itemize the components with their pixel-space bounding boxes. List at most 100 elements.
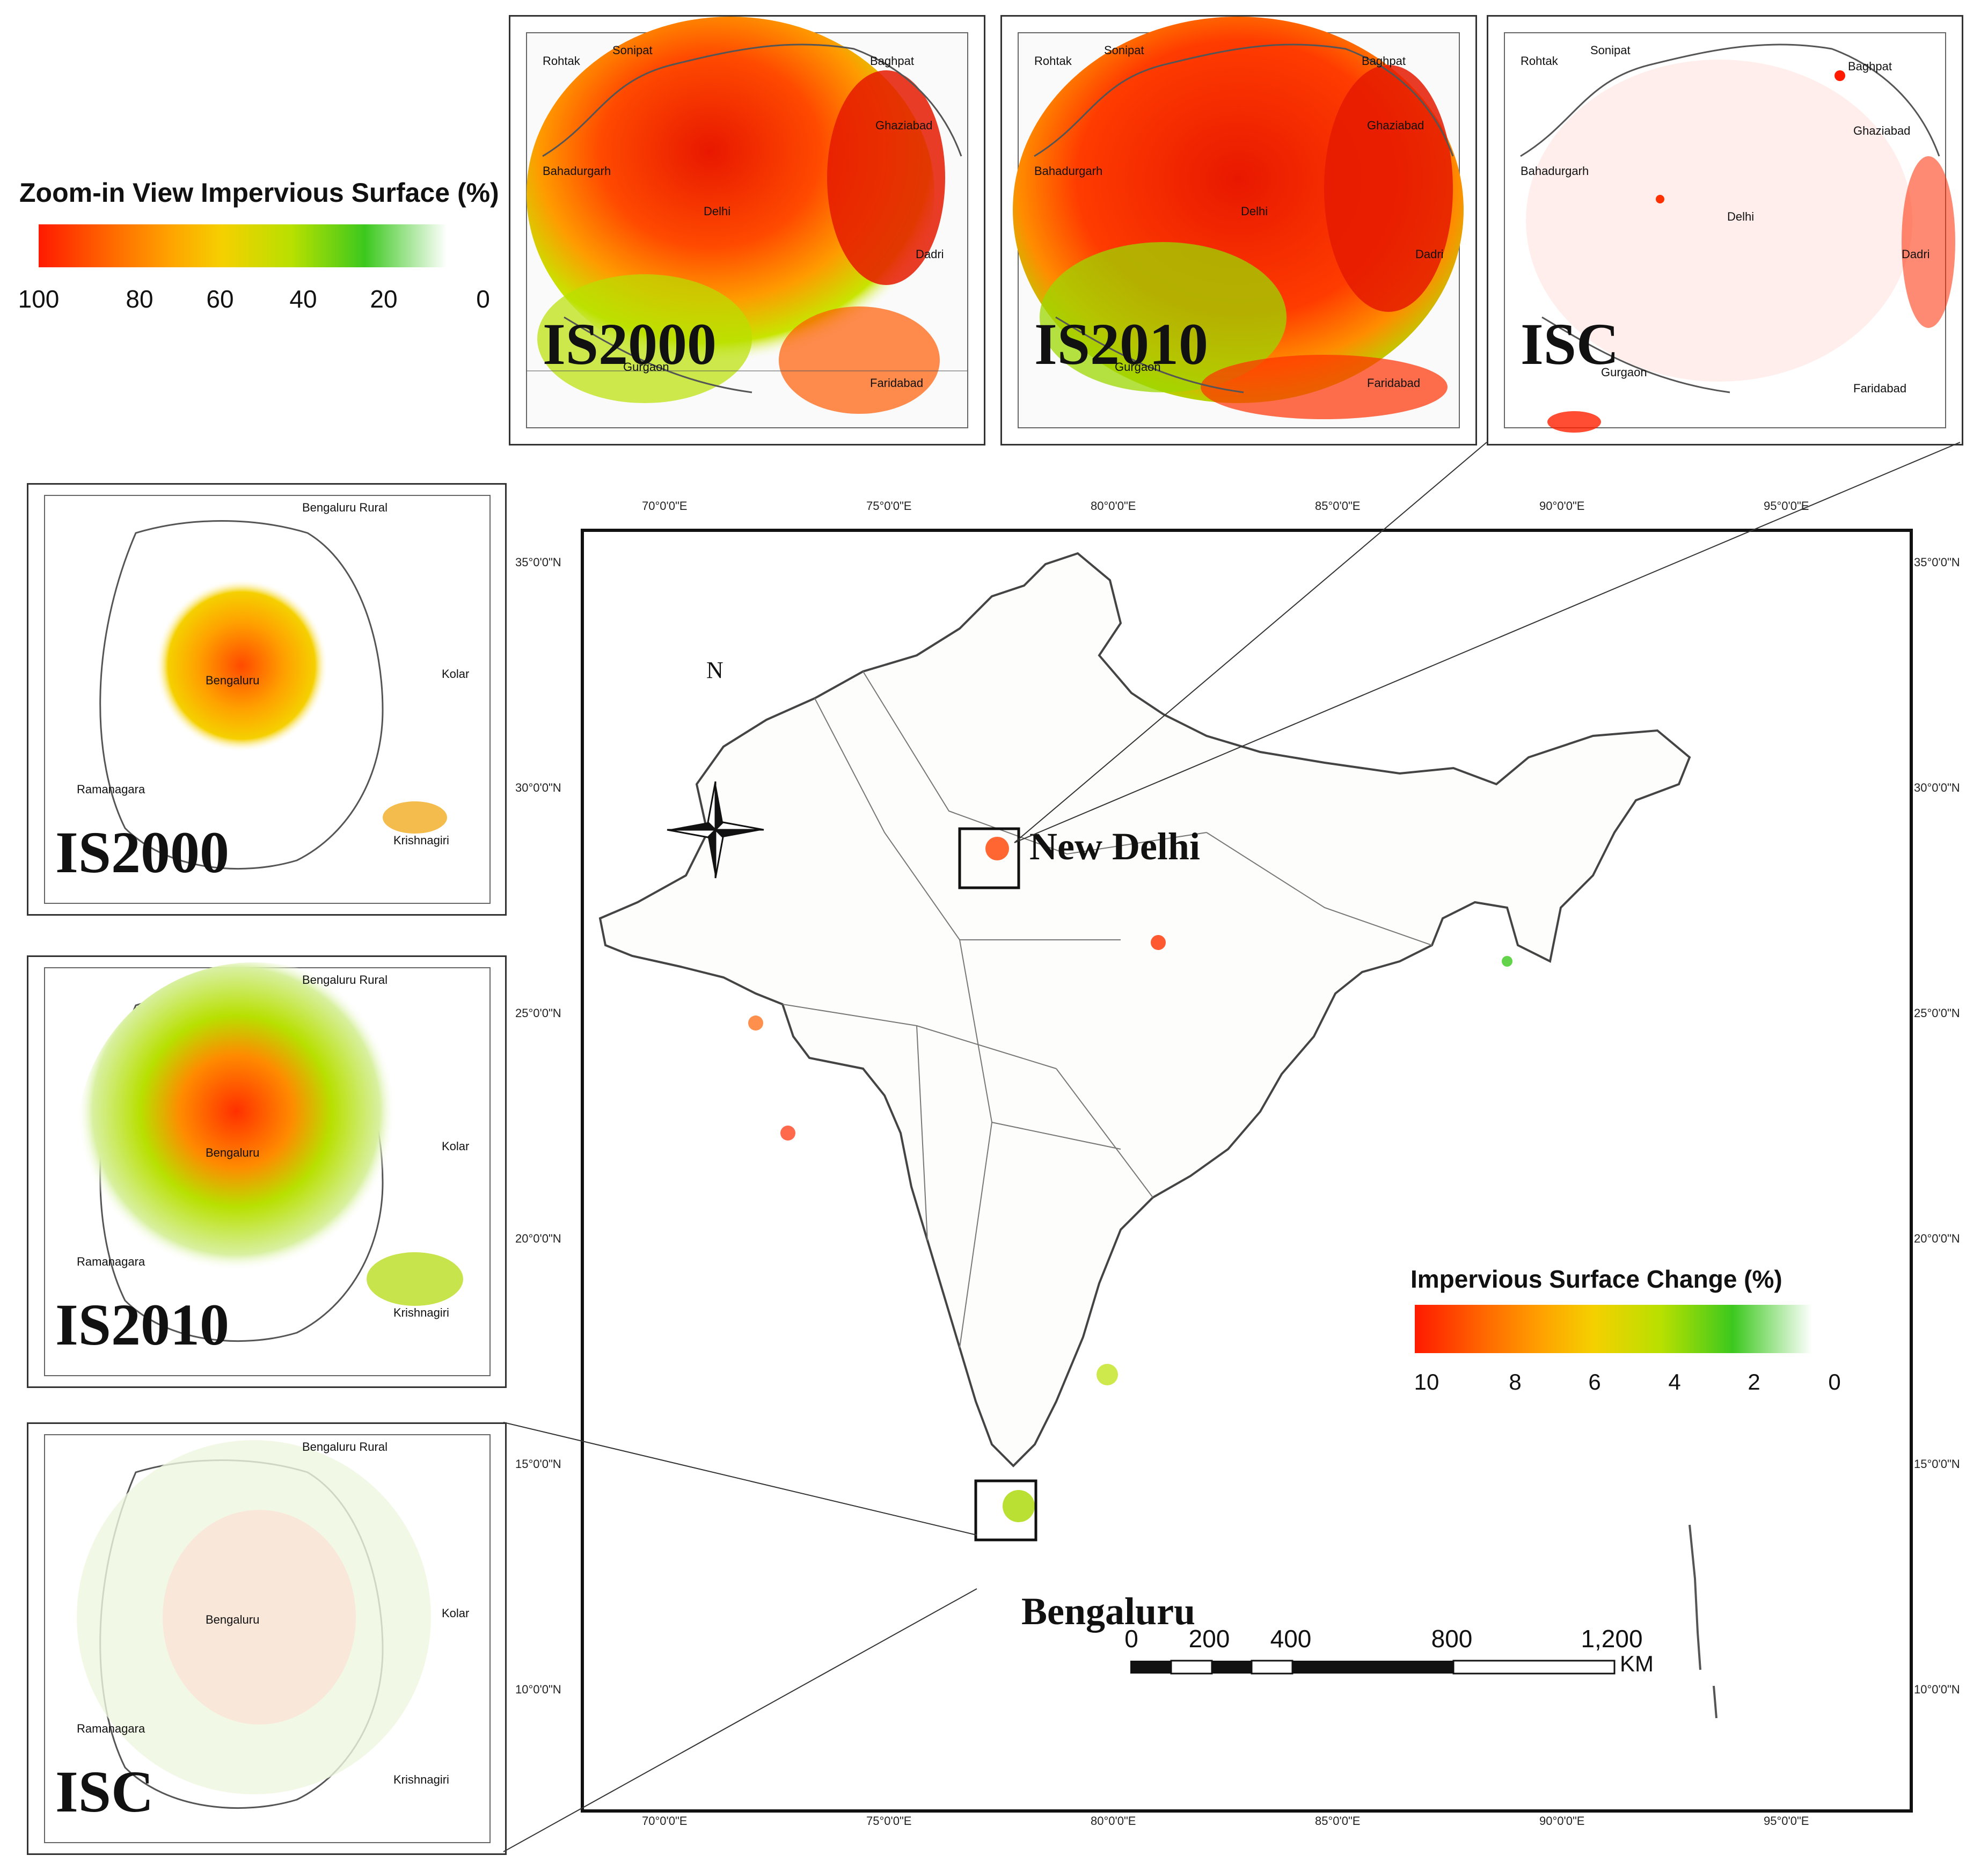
lon-label-bottom: 80°0'0"E — [1091, 1814, 1136, 1828]
zoom-legend-tick: 20 — [370, 285, 398, 313]
place-bengaluru: Bengaluru — [206, 1613, 260, 1626]
place-bengaluru: Bengaluru — [206, 674, 260, 687]
place-bahadurgarh: Bahadurgarh — [1034, 164, 1103, 178]
place-dadri: Dadri — [916, 247, 944, 261]
lon-label-top: 75°0'0"E — [866, 499, 912, 513]
lat-label-right: 20°0'0"N — [1914, 1232, 1960, 1245]
lat-label-right: 15°0'0"N — [1914, 1457, 1960, 1471]
scale-tick: 200 — [1188, 1625, 1230, 1653]
scale-tick: 800 — [1431, 1625, 1473, 1653]
city-label-bengaluru: Bengaluru — [1021, 1590, 1196, 1633]
north-arrow-icon — [667, 781, 764, 879]
lon-label-bottom: 90°0'0"E — [1539, 1814, 1585, 1828]
scale-unit: KM — [1620, 1651, 1654, 1676]
place-rohtak: Rohtak — [1034, 54, 1072, 68]
place-gurgaon: Gurgaon — [623, 360, 669, 374]
place-gurgaon: Gurgaon — [1601, 366, 1647, 379]
place-ghaziabad: Ghaziabad — [1853, 124, 1911, 137]
delhi-panel-is2000: Rohtak Sonipat Baghpat Ghaziabad Bahadur… — [509, 15, 985, 445]
bengaluru-panel-is2010: Bengaluru Rural Kolar Bengaluru Ramanaga… — [27, 955, 507, 1388]
place-faridabad: Faridabad — [1853, 382, 1907, 395]
place-ramanagara: Ramanagara — [77, 1722, 145, 1735]
lon-label-top: 80°0'0"E — [1091, 499, 1136, 513]
place-bengaluru-rural: Bengaluru Rural — [302, 1440, 388, 1453]
zoom-legend-tick: 40 — [289, 285, 317, 313]
place-rohtak: Rohtak — [1521, 54, 1558, 68]
change-legend-tick: 2 — [1748, 1369, 1760, 1394]
lat-label-right: 35°0'0"N — [1914, 556, 1960, 569]
panel-label: ISC — [1521, 311, 1619, 377]
panel-label: IS2000 — [543, 311, 717, 377]
place-delhi: Delhi — [1727, 210, 1755, 223]
lat-label-left: 10°0'0"N — [515, 1683, 561, 1696]
bengaluru-isc-map — [44, 1434, 491, 1843]
delhi-is2000-map — [526, 17, 968, 428]
north-label: N — [706, 657, 723, 683]
main-map-frame: N New Delhi Bengaluru Impervious Surface… — [581, 529, 1913, 1813]
scale-tick: 1,200 — [1581, 1625, 1643, 1653]
lon-label-top: 70°0'0"E — [642, 499, 688, 513]
change-legend-tick: 6 — [1588, 1369, 1601, 1394]
place-bengaluru-rural: Bengaluru Rural — [302, 973, 388, 987]
place-bahadurgarh: Bahadurgarh — [543, 164, 611, 178]
lon-label-bottom: 85°0'0"E — [1315, 1814, 1361, 1828]
zoom-legend-tick: 0 — [476, 285, 490, 313]
place-faridabad: Faridabad — [870, 376, 924, 390]
city-label-new-delhi: New Delhi — [1029, 825, 1200, 868]
lon-label-top: 95°0'0"E — [1764, 499, 1809, 513]
place-delhi: Delhi — [1241, 204, 1268, 218]
place-bengaluru-rural: Bengaluru Rural — [302, 501, 388, 514]
bengaluru-is2010-map — [44, 962, 491, 1376]
delhi-panel-isc: Rohtak Sonipat Baghpat Ghaziabad Bahadur… — [1487, 15, 1963, 445]
place-ramanagara: Ramanagara — [77, 783, 145, 796]
lon-label-top: 85°0'0"E — [1315, 499, 1361, 513]
place-bengaluru: Bengaluru — [206, 1146, 260, 1159]
lon-label-top: 90°0'0"E — [1539, 499, 1585, 513]
place-sonipat: Sonipat — [1590, 43, 1631, 57]
bengaluru-is2000-map — [44, 495, 491, 904]
lon-label-bottom: 70°0'0"E — [642, 1814, 688, 1828]
place-rohtak: Rohtak — [543, 54, 580, 68]
delhi-panel-is2010: Rohtak Sonipat Baghpat Ghaziabad Bahadur… — [1000, 15, 1477, 445]
delhi-is2010-map — [1013, 17, 1464, 428]
place-dadri: Dadri — [1415, 247, 1444, 261]
change-legend-tick: 0 — [1828, 1369, 1841, 1394]
zoom-legend-title: Zoom-in View Impervious Surface (%) — [19, 178, 499, 208]
panel-label: IS2010 — [1034, 311, 1208, 377]
place-gurgaon: Gurgaon — [1115, 360, 1161, 374]
bengaluru-panel-is2000: Bengaluru Rural Kolar Bengaluru Ramanaga… — [27, 483, 507, 916]
panel-label: ISC — [55, 1759, 154, 1824]
place-faridabad: Faridabad — [1367, 376, 1421, 390]
place-baghpat: Baghpat — [1362, 54, 1406, 68]
lat-label-right: 10°0'0"N — [1914, 1683, 1960, 1696]
place-ghaziabad: Ghaziabad — [875, 119, 933, 132]
india-map — [598, 552, 1717, 1719]
lon-label-bottom: 95°0'0"E — [1764, 1814, 1809, 1828]
change-legend-colorbar — [1415, 1305, 1812, 1353]
lat-label-left: 15°0'0"N — [515, 1457, 561, 1471]
delhi-isc-map — [1504, 32, 1955, 433]
zoom-legend-tick: 100 — [18, 285, 60, 313]
place-bahadurgarh: Bahadurgarh — [1521, 164, 1589, 178]
place-kolar: Kolar — [442, 1606, 470, 1620]
place-kolar: Kolar — [442, 667, 470, 681]
bengaluru-panel-isc: Bengaluru Rural Kolar Bengaluru Ramanaga… — [27, 1422, 507, 1855]
place-kolar: Kolar — [442, 1139, 470, 1153]
scale-tick: 0 — [1124, 1625, 1138, 1653]
lat-label-right: 25°0'0"N — [1914, 1006, 1960, 1020]
place-krishnagiri: Krishnagiri — [393, 1773, 449, 1786]
change-legend-tick: 10 — [1414, 1369, 1439, 1394]
place-ramanagara: Ramanagara — [77, 1255, 145, 1268]
lat-label-left: 30°0'0"N — [515, 781, 561, 794]
place-sonipat: Sonipat — [612, 43, 653, 57]
place-krishnagiri: Krishnagiri — [393, 834, 449, 847]
lon-label-bottom: 75°0'0"E — [866, 1814, 912, 1828]
change-legend-tick: 4 — [1668, 1369, 1681, 1394]
place-sonipat: Sonipat — [1104, 43, 1144, 57]
change-legend-title: Impervious Surface Change (%) — [1410, 1265, 1782, 1293]
panel-label: IS2000 — [55, 820, 229, 885]
change-legend-tick: 8 — [1509, 1369, 1522, 1394]
main-scale-bar — [1130, 1660, 1616, 1675]
place-baghpat: Baghpat — [1848, 60, 1892, 73]
lat-label-left: 35°0'0"N — [515, 556, 561, 569]
